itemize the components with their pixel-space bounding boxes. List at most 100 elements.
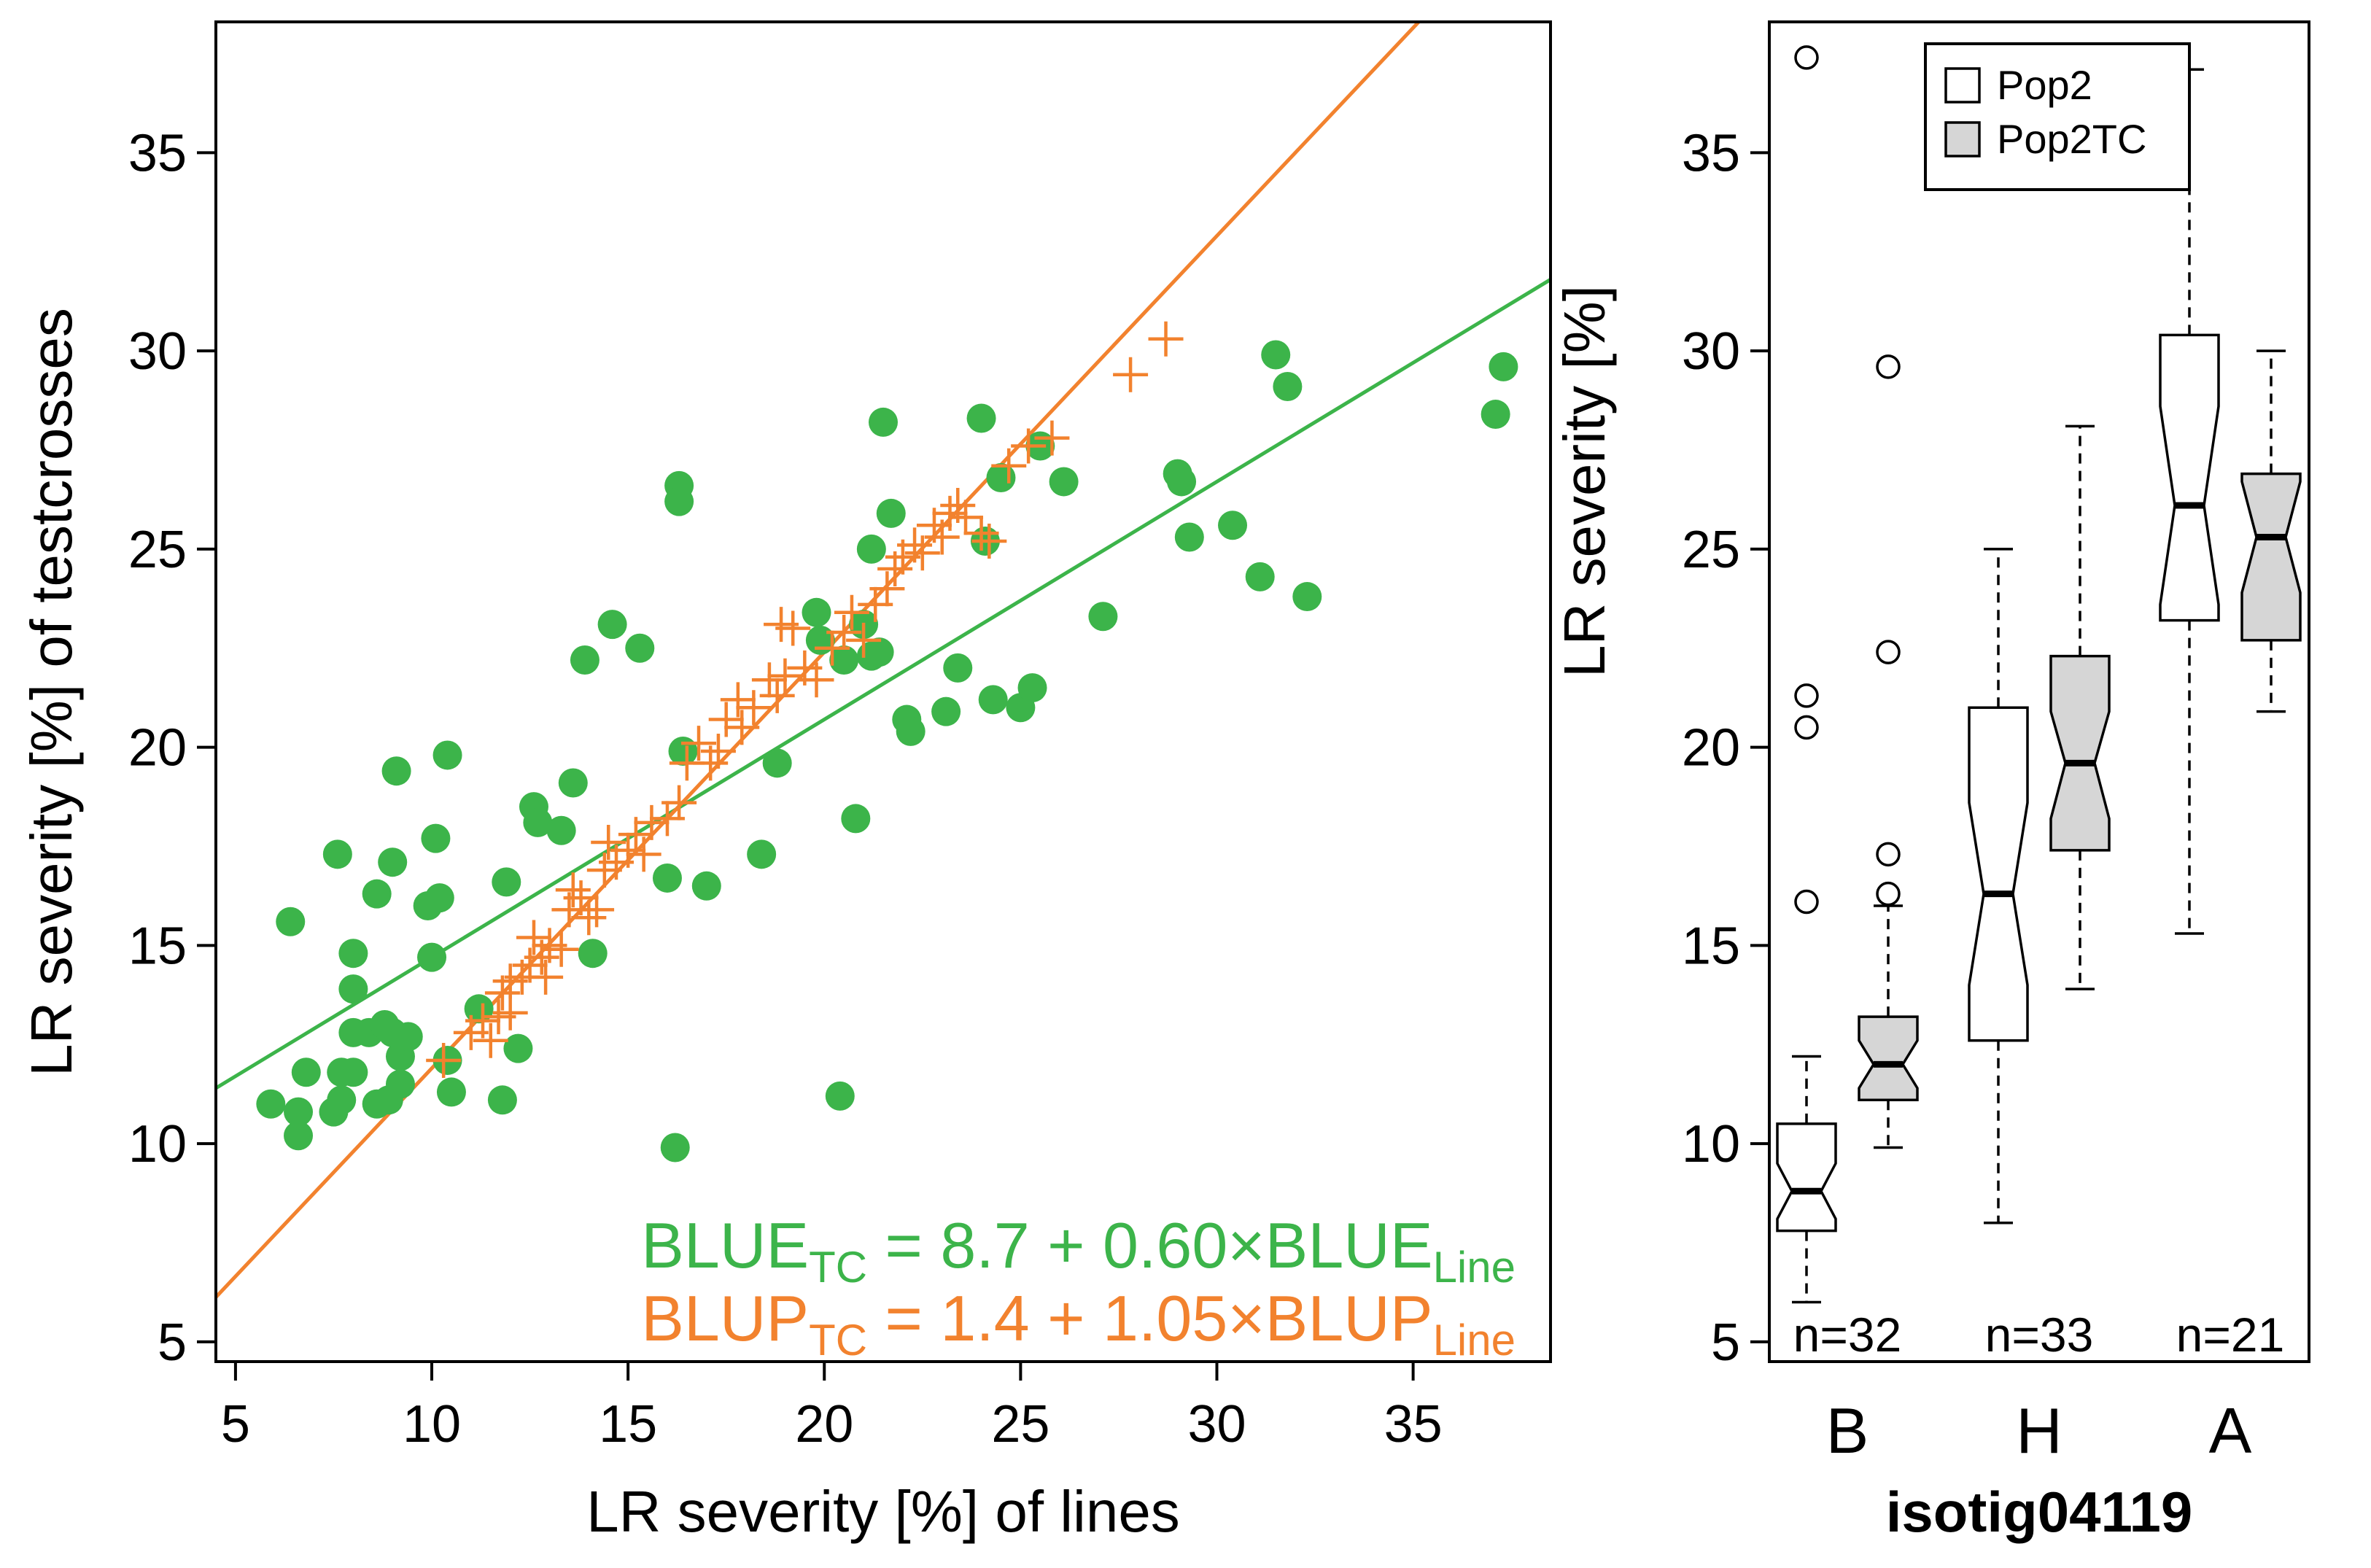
blue-point	[1174, 522, 1204, 552]
scatter-plot-frame	[214, 20, 1552, 1363]
legend-swatch-pop2	[1944, 67, 1981, 104]
legend-label-pop2: Pop2	[1997, 62, 2092, 108]
blue-point	[1261, 340, 1291, 370]
blup-point	[571, 900, 607, 936]
boxplot-y-tick-label: 20	[1682, 719, 1740, 777]
blup-point	[991, 448, 1027, 484]
boxplot-legend: Pop2 Pop2TC	[1924, 42, 2191, 191]
blup-point	[708, 702, 744, 737]
scatter-y-tick-label: 10	[128, 1115, 187, 1173]
blup-point	[759, 678, 795, 713]
blue-point	[558, 768, 588, 798]
blue-point	[841, 804, 871, 834]
box-H-pop2	[1968, 548, 2029, 1224]
boxplot-y-tick-label: 10	[1682, 1115, 1740, 1173]
blue-point	[1245, 562, 1275, 591]
blup-point	[924, 519, 960, 555]
blue-point	[869, 407, 898, 437]
blue-equation: BLUETC = 8.7 + 0.60×BLUELine	[641, 1209, 1516, 1292]
blue-equation-subscript-right: Line	[1433, 1243, 1516, 1292]
blup-equation-subscript-right: Line	[1433, 1316, 1516, 1365]
blue-point	[570, 645, 599, 675]
blup-point	[826, 614, 862, 650]
blue-point	[1481, 400, 1510, 430]
boxplot-y-axis-label: LR severity [%]	[1552, 285, 1617, 678]
blup-point	[736, 690, 772, 726]
blue-point	[256, 1089, 286, 1119]
box-outlier	[1794, 683, 1819, 708]
blup-point	[720, 682, 756, 718]
blue-point	[327, 1085, 357, 1115]
blue-point	[578, 939, 608, 969]
box-body	[1776, 1122, 1837, 1233]
blue-point	[338, 939, 368, 969]
blue-point	[825, 1081, 855, 1111]
scatter-y-tick-label: 20	[128, 719, 187, 777]
blup-point	[626, 837, 661, 872]
blue-point	[417, 942, 447, 972]
scatter-x-tick-label: 10	[403, 1395, 461, 1453]
blup-equation-body: = 1.4 + 1.05×BLUP	[867, 1282, 1432, 1354]
blup-point	[528, 959, 564, 995]
blue-point	[381, 756, 411, 786]
boxplot-boxes	[1776, 45, 2302, 1304]
blue-point	[338, 974, 368, 1004]
scatter-y-axis: 5 10 15 20 25 30 35	[128, 124, 216, 1372]
blue-point	[523, 807, 553, 837]
blue-point	[864, 637, 894, 667]
blup-point	[700, 734, 736, 769]
blue-equation-subscript-left: TC	[809, 1243, 867, 1292]
scatter-y-tick-label: 30	[128, 322, 187, 381]
blue-point	[432, 740, 462, 770]
blue-point	[487, 1085, 517, 1115]
blue-point	[378, 847, 408, 877]
blue-point	[393, 1022, 423, 1052]
blup-point	[591, 825, 626, 861]
blue-equation-prefix: BLUE	[641, 1209, 809, 1281]
blup-point	[767, 658, 803, 694]
blup-point	[634, 804, 670, 840]
blue-point	[1489, 352, 1518, 381]
blue-point	[1292, 582, 1322, 612]
boxplot-counts: n=32 n=33 n=21	[1793, 1308, 2285, 1362]
boxplot-x-axis-label: isotig04119	[1886, 1480, 2193, 1544]
blue-point	[943, 653, 973, 683]
blue-point	[492, 867, 521, 897]
blue-point	[436, 1077, 466, 1107]
blue-point	[1273, 372, 1303, 402]
blue-point	[664, 486, 694, 516]
blue-point	[747, 839, 777, 869]
blup-point	[963, 516, 999, 551]
blue-point	[625, 633, 655, 663]
blup-point	[869, 571, 905, 607]
box-outlier	[1876, 842, 1901, 867]
blup-point	[948, 500, 984, 535]
blup-point	[834, 594, 869, 630]
scatter-x-axis: 5 10 15 20 25 30 35	[221, 1360, 1443, 1453]
scatter-x-tick-label: 25	[991, 1395, 1049, 1453]
blue-point	[322, 839, 352, 869]
blue-point	[597, 610, 627, 640]
box-A-pop2	[2159, 68, 2220, 935]
box-body	[2049, 654, 2111, 852]
blup-point	[516, 920, 551, 955]
boxplot-y-tick-label: 15	[1682, 917, 1740, 975]
blue-equation-body: = 8.7 + 0.60×BLUE	[867, 1209, 1432, 1281]
boxplot-count-label: n=32	[1793, 1308, 1902, 1362]
blue-point	[362, 879, 392, 909]
boxplot-category-label: B	[1826, 1394, 1869, 1467]
box-body	[1968, 706, 2029, 1042]
box-body	[1858, 1015, 1919, 1102]
boxplot-y-tick-label: 30	[1682, 322, 1740, 381]
blup-point	[799, 662, 834, 698]
scatter-y-tick-label: 35	[128, 124, 187, 182]
blue-point	[691, 871, 721, 901]
box-A-pop2tc	[2240, 349, 2302, 713]
blue-point	[1167, 467, 1197, 497]
blue-point	[385, 1069, 415, 1099]
boxplot-count-label: n=21	[2176, 1308, 2285, 1362]
blue-point	[802, 597, 831, 627]
box-H-pop2tc	[2049, 424, 2111, 990]
boxplot-count-label: n=33	[1985, 1308, 2094, 1362]
blup-equation-prefix: BLUP	[641, 1282, 809, 1354]
